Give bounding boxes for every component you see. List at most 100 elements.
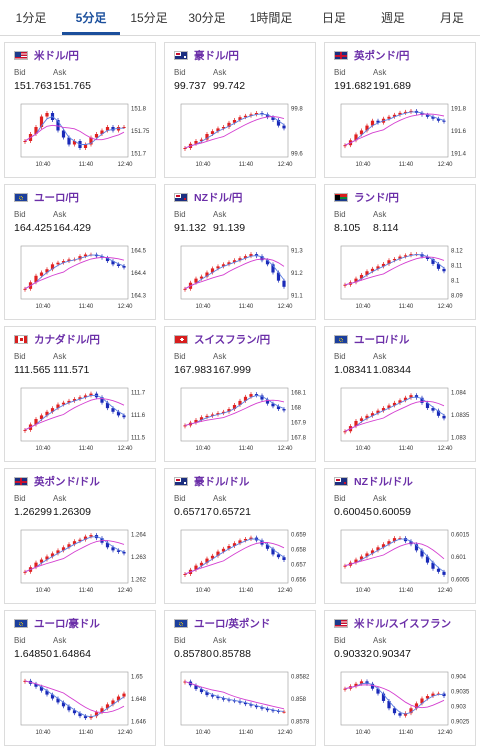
bid-label: Bid <box>334 494 346 503</box>
candle-body <box>343 565 347 567</box>
ma-short-line <box>24 254 125 290</box>
pair-name: スイスフラン/円 <box>194 333 271 346</box>
candle-body <box>254 394 259 396</box>
ma-short-line <box>184 538 285 575</box>
x-tick-label: 11:40 <box>399 588 414 594</box>
pair-title[interactable]: ランド/円 <box>334 190 399 204</box>
candle-body <box>116 264 121 266</box>
candle-body <box>376 688 380 694</box>
rate-card[interactable]: NZドル/円 Bid Ask 91.132 91.139 91.3 91.2 91.1 10:4… <box>164 184 316 320</box>
rate-card[interactable]: カナダドル/円 Bid Ask 111.565 111.571 111.7 111.6 111… <box>4 326 156 462</box>
candle-body <box>249 114 253 116</box>
ma-short-line <box>344 111 445 146</box>
ma-long-line <box>24 256 125 290</box>
candle-body <box>260 256 264 261</box>
rate-card[interactable]: ユーロ/英ポンド Bid Ask 0.85780 0.85788 0.8582 0.858 0… <box>164 610 316 746</box>
rate-card[interactable]: ユーロ/豪ドル Bid Ask 1.64850 1.64864 1.65 1.648 1.64… <box>4 610 156 746</box>
y-tick-label: 8.11 <box>451 264 463 270</box>
pair-title[interactable]: 米ドル/円 <box>14 48 79 62</box>
tab-3[interactable]: 15分足 <box>130 11 168 25</box>
pair-title[interactable]: 米ドル/スイスフラン <box>334 616 451 630</box>
candle-body <box>276 554 281 558</box>
y-tick-label: 91.1 <box>291 294 303 300</box>
tab-5[interactable]: 1時間足 <box>249 11 293 25</box>
pair-name: NZドル/ドル <box>354 475 413 488</box>
rate-card[interactable]: 米ドル/スイスフラン Bid Ask 0.90332 0.90347 0.904 0.903… <box>324 610 476 746</box>
candle-body <box>199 562 204 566</box>
candle-body <box>265 260 270 265</box>
pair-title[interactable]: 英ポンド/円 <box>334 48 409 62</box>
price-chart: 151.8 151.75 151.7 10:40 11:40 12:40 <box>20 103 150 168</box>
candle-body <box>111 700 115 705</box>
gb-flag-icon <box>334 50 348 60</box>
candle-body <box>83 395 88 398</box>
candle-body <box>221 264 226 267</box>
candle-body <box>431 116 435 119</box>
x-tick-label: 12:40 <box>117 730 133 736</box>
rate-card[interactable]: 豪ドル/ドル Bid Ask 0.65717 0.65721 0.659 0.658 0.65… <box>164 468 316 604</box>
tab-7[interactable]: 週足 <box>380 11 405 25</box>
pair-title[interactable]: 豪ドル/ドル <box>174 474 249 488</box>
pair-title[interactable]: 豪ドル/円 <box>174 48 239 62</box>
rate-card[interactable]: 英ポンド/ドル Bid Ask 1.26299 1.26309 1.264 1.263 1.2… <box>4 468 156 604</box>
pair-title[interactable]: スイスフラン/円 <box>174 332 270 346</box>
rate-card[interactable]: NZドル/ドル Bid Ask 0.60045 0.60059 0.6015 0.601 0.… <box>324 468 476 604</box>
y-tick-label: 91.2 <box>291 271 303 277</box>
candle-body <box>232 543 237 546</box>
pair-name: ユーロ/円 <box>34 191 79 204</box>
candle-body <box>365 415 369 419</box>
pair-title[interactable]: カナダドル/円 <box>14 332 100 346</box>
candle-body <box>354 278 358 283</box>
pair-title[interactable]: 英ポンド/ドル <box>14 474 100 488</box>
pair-title[interactable]: ユーロ/円 <box>14 190 79 204</box>
candle-body <box>265 708 270 711</box>
candle-body <box>94 134 99 138</box>
rate-card[interactable]: スイスフラン/円 Bid Ask 167.983 167.999 168.1 168 167.… <box>164 326 316 462</box>
candle-body <box>282 711 286 713</box>
pair-title[interactable]: ユーロ/豪ドル <box>14 616 100 630</box>
candle-body <box>227 546 231 549</box>
pair-title[interactable]: ユーロ/ドル <box>334 332 409 346</box>
pair-title[interactable]: NZドル/ドル <box>334 474 413 488</box>
us-flag-icon <box>334 618 348 628</box>
candle-body <box>359 681 364 684</box>
rate-card[interactable]: 豪ドル/円 Bid Ask 99.737 99.742 99.8 99.6 10:40 11:4… <box>164 42 316 178</box>
candle-body <box>72 399 77 401</box>
tab-1[interactable]: 1分足 <box>15 11 47 25</box>
candle-body <box>67 137 71 145</box>
candle-body <box>45 411 49 416</box>
candle-body <box>199 689 204 693</box>
tab-8[interactable]: 月足 <box>439 11 464 25</box>
rate-card[interactable]: ランド/円 Bid Ask 8.105 8.114 8.12 8.11 8.1 8.09 10:4… <box>324 184 476 320</box>
tab-6[interactable]: 日足 <box>321 11 346 25</box>
ask-value: 8.114 <box>373 222 399 234</box>
bid-label: Bid <box>14 68 26 77</box>
candle-body <box>34 562 38 568</box>
y-tick-label: 191.4 <box>451 152 467 158</box>
ask-value: 0.65721 <box>213 506 251 518</box>
bid-label: Bid <box>14 352 26 361</box>
rate-card[interactable]: ユーロ/ドル Bid Ask 1.08341 1.08344 1.084 1.0835 1.0… <box>324 326 476 462</box>
candle-body <box>61 547 66 551</box>
ask-value: 191.689 <box>373 80 411 92</box>
rate-card[interactable]: 米ドル/円 Bid Ask 151.763 151.765 151.8 151.75 151.… <box>4 42 156 178</box>
x-tick-label: 10:40 <box>35 304 51 310</box>
rate-card[interactable]: 英ポンド/円 Bid Ask 191.682 191.689 191.8 191.6 191.… <box>324 42 476 178</box>
pair-name: 米ドル/円 <box>34 49 79 62</box>
candle-body <box>122 551 126 554</box>
ma-short-line <box>184 255 285 290</box>
bid-value: 111.565 <box>14 364 51 376</box>
pair-name: ユーロ/ドル <box>354 333 410 346</box>
tab-2[interactable]: 5分足 <box>62 0 120 35</box>
pair-title[interactable]: NZドル/円 <box>174 190 242 204</box>
rate-card[interactable]: ユーロ/円 Bid Ask 164.425 164.429 164.5 164.4 164.3… <box>4 184 156 320</box>
pair-title[interactable]: ユーロ/英ポンド <box>174 616 270 630</box>
tab-4[interactable]: 30分足 <box>188 11 226 25</box>
y-tick-label: 0.9035 <box>451 690 470 696</box>
candle-body <box>425 114 430 117</box>
candle-body <box>265 399 270 404</box>
ask-label: Ask <box>53 210 67 219</box>
bid-value: 0.90332 <box>334 648 372 660</box>
x-tick-label: 10:40 <box>195 730 211 736</box>
candle-body <box>78 539 82 542</box>
